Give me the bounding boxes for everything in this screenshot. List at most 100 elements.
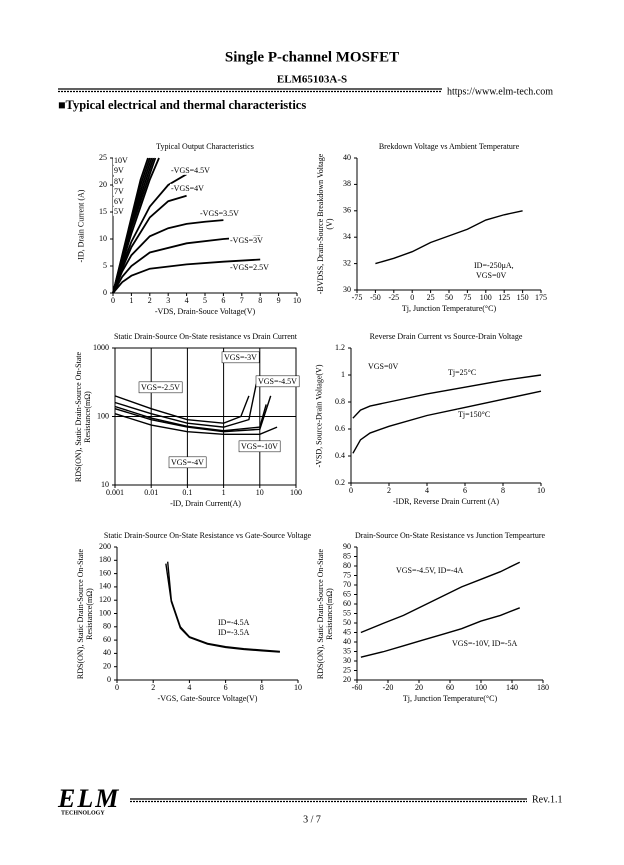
y-tick-label: 140 bbox=[99, 582, 111, 591]
revision: Rev.1.1 bbox=[532, 794, 562, 805]
label-box bbox=[457, 409, 492, 419]
x-tick-label: 175 bbox=[535, 293, 547, 302]
x-axis-label: Tj, Junction Temperature(°C) bbox=[402, 694, 498, 703]
y-tick-label: 50 bbox=[343, 618, 351, 627]
label-box bbox=[138, 381, 183, 394]
x-tick-label: 3 bbox=[166, 296, 170, 305]
series-label: 10V bbox=[114, 156, 128, 165]
y-tick-label: 30 bbox=[343, 656, 351, 665]
label-box bbox=[113, 165, 125, 175]
chart-title: Brekdown Voltage vs Ambient Temperature bbox=[378, 142, 520, 151]
x-tick-label: 10 bbox=[294, 683, 302, 692]
x-tick-label: -60 bbox=[352, 683, 363, 692]
chart-title: Drain-Source On-State Resistance vs Junc… bbox=[354, 531, 546, 540]
x-axis-label: -VGS, Gate-Source Voltage(V) bbox=[157, 694, 258, 703]
curve bbox=[352, 374, 542, 419]
series-label: 7V bbox=[114, 187, 124, 196]
series-label: -VGS=4.5V bbox=[171, 166, 210, 175]
label-box bbox=[255, 375, 300, 388]
y-axis-label: RDS(ON), Static Drain-Source On-State Re… bbox=[316, 548, 334, 679]
y-axis-label: -VSD, Source-Drain Voltage(V) bbox=[314, 364, 324, 468]
y-tick-label: 0.2 bbox=[335, 478, 345, 487]
y-tick-label: 60 bbox=[343, 599, 351, 608]
x-tick-label: 125 bbox=[498, 293, 510, 302]
y-tick-label: 38 bbox=[343, 179, 351, 188]
logo: ELM bbox=[57, 784, 120, 813]
series-label: -VGS=4V bbox=[171, 184, 204, 193]
label-box bbox=[447, 367, 478, 377]
x-tick-label: 6 bbox=[463, 486, 467, 495]
label-box bbox=[113, 206, 125, 216]
y-tick-label: 180 bbox=[99, 555, 111, 564]
x-tick-label: 0.1 bbox=[182, 488, 192, 497]
x-tick-label: 100 bbox=[480, 293, 492, 302]
label-box bbox=[113, 176, 125, 186]
x-tick-label: 6 bbox=[221, 296, 225, 305]
x-tick-label: 100 bbox=[475, 683, 487, 692]
x-tick-label: 8 bbox=[260, 683, 264, 692]
y-tick-label: 120 bbox=[99, 595, 111, 604]
label-box bbox=[113, 196, 125, 206]
series-label: 9V bbox=[114, 166, 124, 175]
series-label: -VGS=3.5V bbox=[200, 209, 239, 218]
x-tick-label: 2 bbox=[151, 683, 155, 692]
y-tick-label: 0.8 bbox=[335, 397, 345, 406]
chart-title: Static Drain-Source On-State resistance … bbox=[113, 332, 298, 341]
x-tick-label: 25 bbox=[427, 293, 435, 302]
curve bbox=[352, 390, 542, 454]
x-tick-label: 4 bbox=[425, 486, 429, 495]
x-tick-label: -50 bbox=[370, 293, 381, 302]
y-tick-label: 20 bbox=[343, 675, 351, 684]
x-tick-label: 4 bbox=[187, 683, 191, 692]
y-tick-label: 40 bbox=[343, 637, 351, 646]
series-label: -VGS=2.5V bbox=[230, 263, 269, 272]
x-axis-label: Tj, Junction Temperature(°C) bbox=[401, 304, 497, 313]
label-box bbox=[168, 456, 207, 469]
part-number: ELM65103A-S bbox=[277, 74, 347, 86]
x-tick-label: 0 bbox=[410, 293, 414, 302]
y-tick-label: 80 bbox=[103, 622, 111, 631]
x-tick-label: 0.01 bbox=[144, 488, 158, 497]
y-axis-label: -BVDSS, Drain-Source Breakdown Voltage (… bbox=[316, 153, 334, 295]
curve bbox=[114, 404, 267, 432]
x-axis-label: -VDS, Drain-Souce Voltage(V) bbox=[154, 307, 256, 316]
curve bbox=[114, 395, 250, 424]
y-tick-label: 35 bbox=[343, 646, 351, 655]
section-title: ■Typical electrical and thermal characte… bbox=[58, 98, 306, 112]
y-tick-label: 32 bbox=[343, 258, 351, 267]
x-tick-label: 9 bbox=[277, 296, 281, 305]
x-tick-label: 6 bbox=[224, 683, 228, 692]
label-box bbox=[451, 638, 519, 648]
curve bbox=[114, 412, 278, 435]
y-tick-label: 20 bbox=[99, 180, 107, 189]
y-tick-label: 0.4 bbox=[335, 451, 345, 460]
label-box bbox=[238, 440, 281, 453]
x-tick-label: 0.001 bbox=[106, 488, 124, 497]
y-tick-label: 55 bbox=[343, 608, 351, 617]
y-tick-label: 1000 bbox=[93, 343, 109, 352]
x-tick-label: 0 bbox=[349, 486, 353, 495]
y-tick-label: 0 bbox=[103, 288, 107, 297]
x-tick-label: -25 bbox=[388, 293, 399, 302]
curve bbox=[114, 383, 257, 428]
chart-title: Reverse Drain Current vs Source-Drain Vo… bbox=[369, 332, 523, 341]
curve bbox=[112, 258, 261, 294]
y-tick-label: 45 bbox=[343, 627, 351, 636]
y-tick-label: 60 bbox=[103, 635, 111, 644]
curve bbox=[165, 563, 280, 653]
x-axis-label: -ID, Drain Current(A) bbox=[170, 499, 241, 508]
y-tick-label: 25 bbox=[99, 153, 107, 162]
y-tick-label: 40 bbox=[103, 648, 111, 657]
x-tick-label: 180 bbox=[537, 683, 549, 692]
y-tick-label: 1.2 bbox=[335, 343, 345, 352]
y-tick-label: 34 bbox=[343, 232, 351, 241]
curve bbox=[112, 235, 261, 294]
y-tick-label: 40 bbox=[343, 153, 351, 162]
y-tick-label: 90 bbox=[343, 542, 351, 551]
y-tick-label: 85 bbox=[343, 551, 351, 560]
curve bbox=[112, 219, 224, 294]
x-tick-label: 50 bbox=[445, 293, 453, 302]
series-label: VGS=-4V bbox=[171, 458, 204, 467]
x-tick-label: 1 bbox=[129, 296, 133, 305]
